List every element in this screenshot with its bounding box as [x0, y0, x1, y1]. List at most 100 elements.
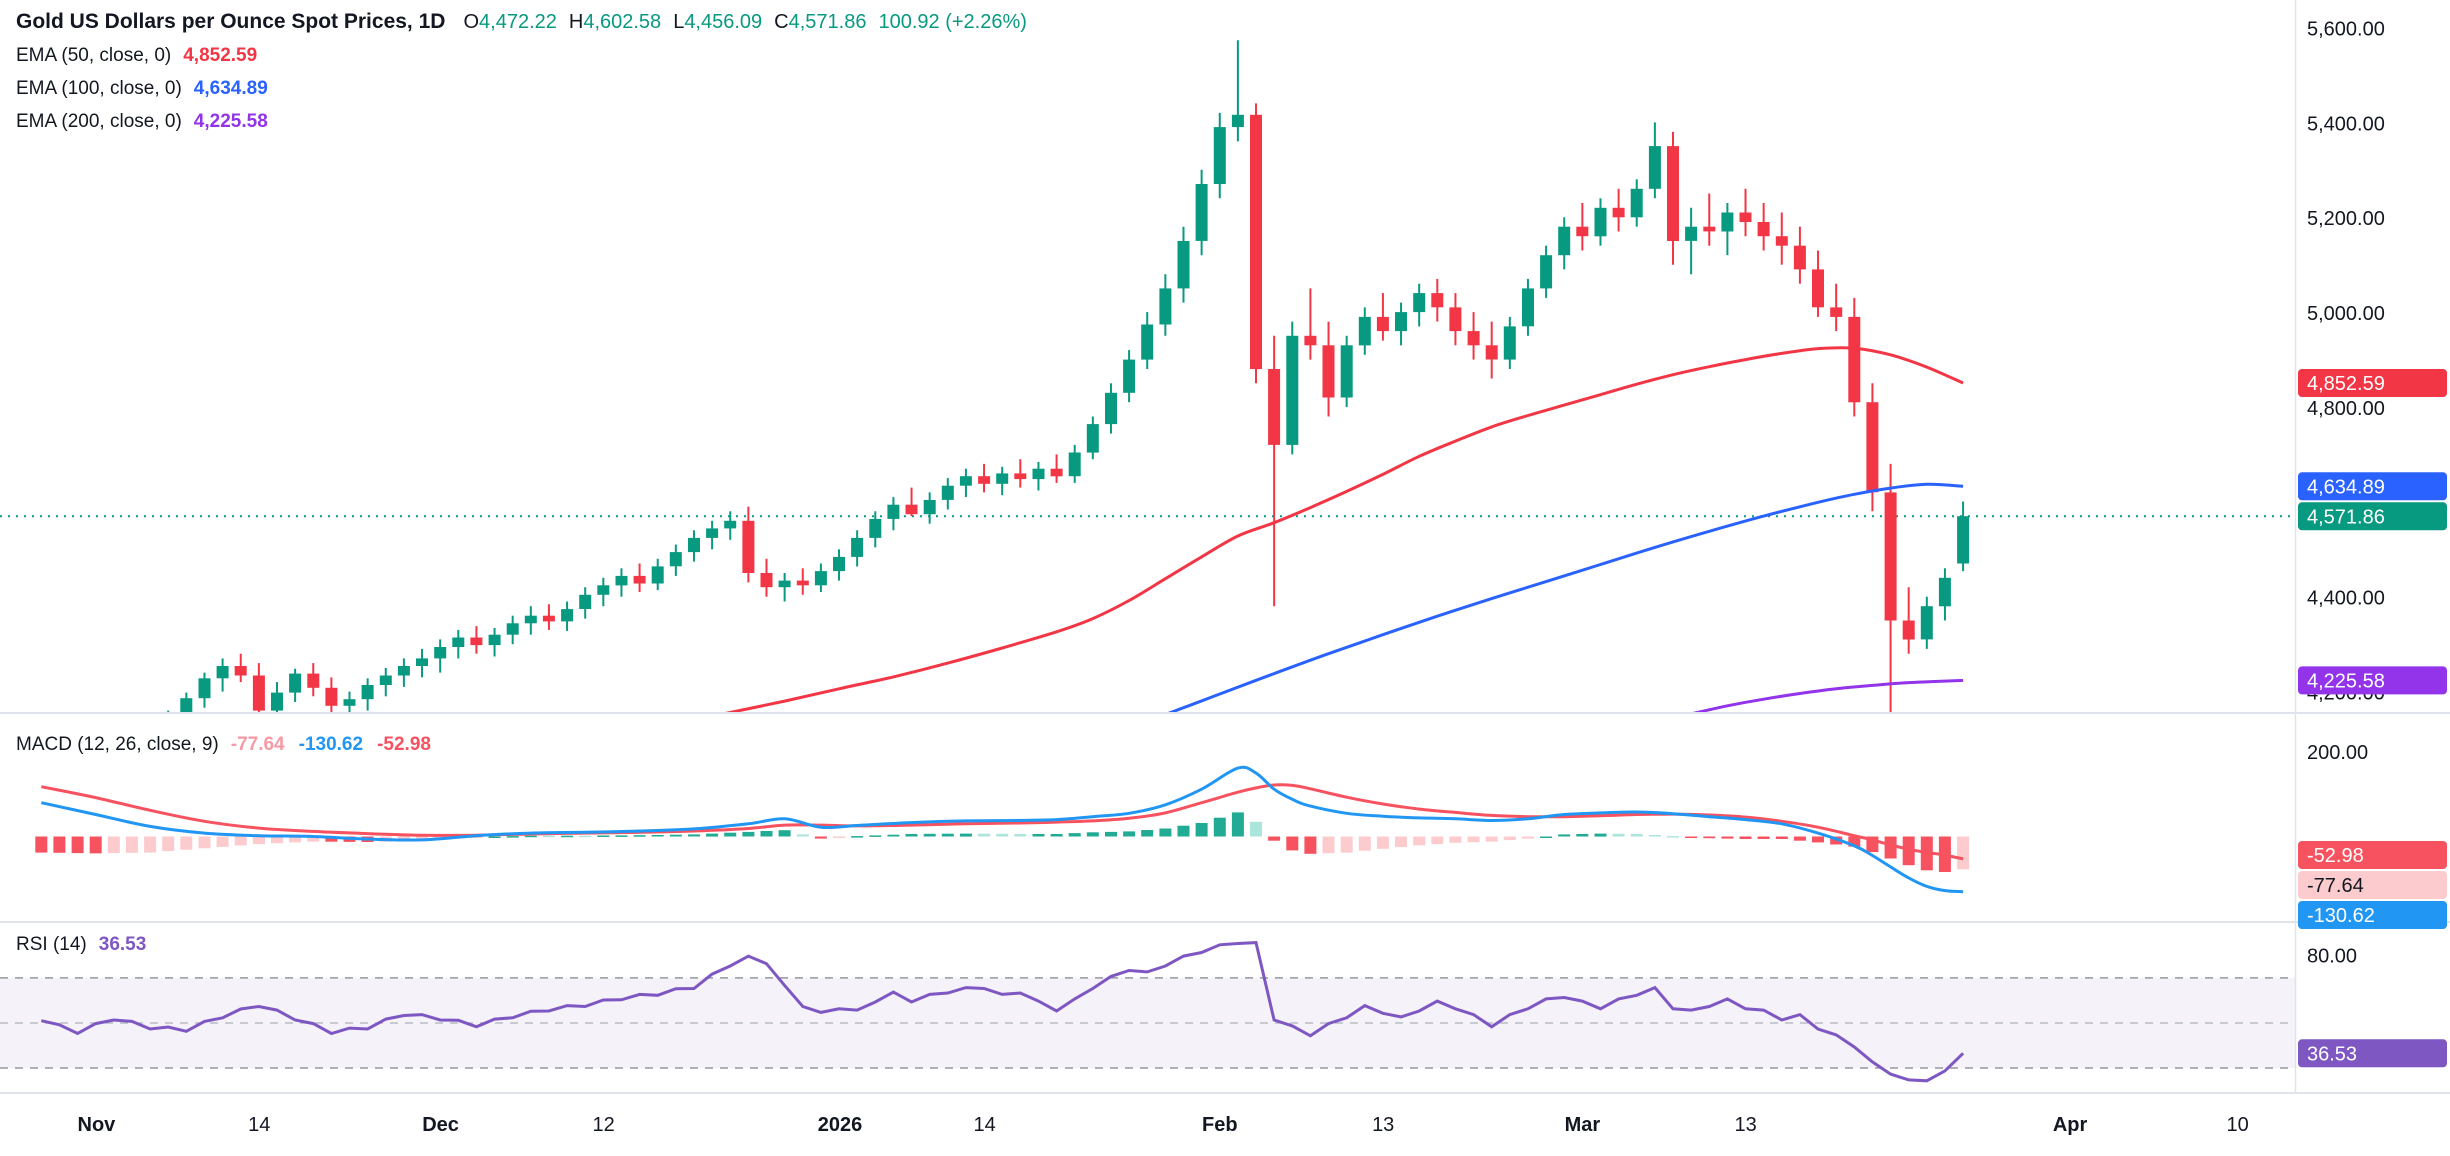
candle-body	[579, 594, 592, 609]
macd-histogram-bar	[1467, 836, 1480, 843]
macd-histogram-bar	[1485, 836, 1498, 842]
macd-histogram-bar	[1068, 833, 1081, 837]
candle-body	[1648, 146, 1661, 189]
candle-body	[561, 609, 574, 622]
price-axis-badge	[2298, 871, 2447, 899]
macd-histogram-bar	[180, 836, 193, 850]
macd-histogram-bar	[488, 836, 501, 838]
macd-histogram-bar	[1522, 836, 1534, 839]
macd-histogram-bar	[234, 836, 247, 846]
candle-body	[452, 637, 465, 647]
ema100-line	[1167, 482, 1964, 712]
time-axis-label: 14	[973, 1114, 995, 1136]
macd-pane[interactable]	[35, 765, 1970, 894]
macd-histogram-bar	[1902, 836, 1915, 866]
symbol-title[interactable]: Gold US Dollars per Ounce Spot Prices, 1…	[16, 10, 446, 33]
macd-histogram-bar	[1268, 836, 1281, 841]
time-axis-label: Feb	[1202, 1114, 1238, 1136]
ema50-legend-row: EMA (50, close, 0) 4,852.59	[16, 45, 1027, 67]
price-axis-badge-label: -52.98	[2307, 845, 2364, 867]
candle-body	[615, 575, 628, 586]
macd-legend: MACD (12, 26, close, 9) -77.64 -130.62 -…	[16, 734, 445, 756]
price-axis-badge	[2298, 901, 2447, 929]
candle-body	[1957, 516, 1970, 564]
macd-histogram-bar	[325, 836, 338, 842]
ema100-label[interactable]: EMA (100, close, 0)	[16, 78, 182, 99]
change-value: 100.92 (+2.26%)	[878, 11, 1027, 33]
time-axis-label: Dec	[422, 1114, 459, 1136]
candle-body	[1866, 402, 1879, 493]
candle-body	[289, 673, 302, 693]
candle-body	[1231, 114, 1244, 128]
macd-histogram-bar	[1739, 836, 1752, 839]
candle-body	[1123, 359, 1136, 393]
macd-legend-row: MACD (12, 26, close, 9) -77.64 -130.62 -…	[16, 734, 445, 756]
macd-histogram-bar	[1558, 834, 1571, 837]
time-axis-label: 13	[1734, 1114, 1756, 1136]
candle-body	[506, 623, 519, 635]
candle-body	[1467, 331, 1480, 346]
candle-body	[1540, 255, 1553, 289]
macd-histogram-bar	[923, 833, 936, 837]
price-axis-badge-label: -77.64	[2307, 875, 2364, 897]
macd-signal-value: -52.98	[377, 734, 431, 755]
candle-body	[760, 573, 773, 588]
ema50-label[interactable]: EMA (50, close, 0)	[16, 45, 172, 66]
candle-body	[1032, 468, 1045, 480]
candle-body	[1322, 345, 1335, 398]
candle-body	[1177, 241, 1190, 289]
candle-body	[90, 763, 102, 773]
macd-histogram-bar	[996, 833, 1009, 837]
macd-histogram-bar	[742, 831, 755, 837]
macd-histogram-bar	[1340, 836, 1353, 853]
macd-histogram-bar	[1286, 836, 1299, 851]
axis-tick-label: 80.00	[2307, 945, 2357, 967]
price-axis-badge	[2298, 666, 2447, 695]
rsi-legend-row: RSI (14) 36.53	[16, 934, 146, 956]
candle-body	[524, 615, 537, 624]
macd-histogram-bar	[252, 836, 265, 845]
low-value: 4,456.09	[684, 11, 763, 33]
macd-histogram-bar	[542, 835, 555, 838]
macd-histogram-bar	[579, 835, 592, 838]
ema200-value: 4,225.58	[193, 111, 268, 132]
macd-histogram-bar	[71, 836, 84, 854]
candle-body	[488, 634, 501, 646]
axis-tick-label: 5,600.00	[2307, 19, 2385, 41]
time-axis[interactable]: Nov 14 Dec 12 2026 14 Feb 13 Mar 13 Apr 10	[78, 1114, 2249, 1136]
macd-histogram-bar	[1250, 821, 1262, 837]
macd-histogram-bar	[561, 835, 574, 838]
macd-hist-value: -77.64	[230, 734, 285, 755]
macd-histogram-bar	[1576, 834, 1589, 837]
macd-histogram-bar	[35, 836, 48, 853]
macd-label[interactable]: MACD (12, 26, close, 9)	[16, 734, 219, 755]
candle-body	[343, 699, 356, 706]
candle-body	[1812, 269, 1824, 308]
rsi-pane[interactable]	[0, 941, 2295, 1083]
axis-tick-label: 4,800.00	[2307, 398, 2385, 420]
macd-histogram-bar	[959, 833, 972, 837]
candle-body	[651, 566, 664, 584]
macd-histogram-bar	[1105, 831, 1117, 837]
candle-body	[978, 476, 991, 484]
price-pane[interactable]	[0, 40, 2295, 805]
ema200-label[interactable]: EMA (200, close, 0)	[16, 111, 182, 132]
price-axis[interactable]: 5,600.00 5,400.00 5,200.00 5,000.00 4,800.00…	[2298, 19, 2447, 1068]
price-axis-badge-label: 4,852.59	[2307, 373, 2385, 395]
price-axis-badge	[2298, 841, 2447, 869]
macd-histogram-bar	[1884, 836, 1897, 859]
time-axis-label: 12	[592, 1114, 614, 1136]
candle-body	[1522, 288, 1534, 327]
candle-body	[1159, 288, 1172, 325]
price-axis-badge-label: 4,225.58	[2307, 670, 2385, 692]
macd-histogram-bar	[1721, 836, 1734, 839]
time-axis-label: Mar	[1565, 1114, 1601, 1136]
macd-histogram-bar	[706, 833, 719, 837]
macd-histogram-bar	[1231, 812, 1244, 837]
rsi-label[interactable]: RSI (14)	[16, 934, 87, 955]
macd-histogram-bar	[1141, 830, 1154, 837]
macd-histogram-bar	[1123, 831, 1136, 837]
macd-histogram-bar	[724, 832, 737, 837]
time-axis-label: 14	[248, 1114, 270, 1136]
